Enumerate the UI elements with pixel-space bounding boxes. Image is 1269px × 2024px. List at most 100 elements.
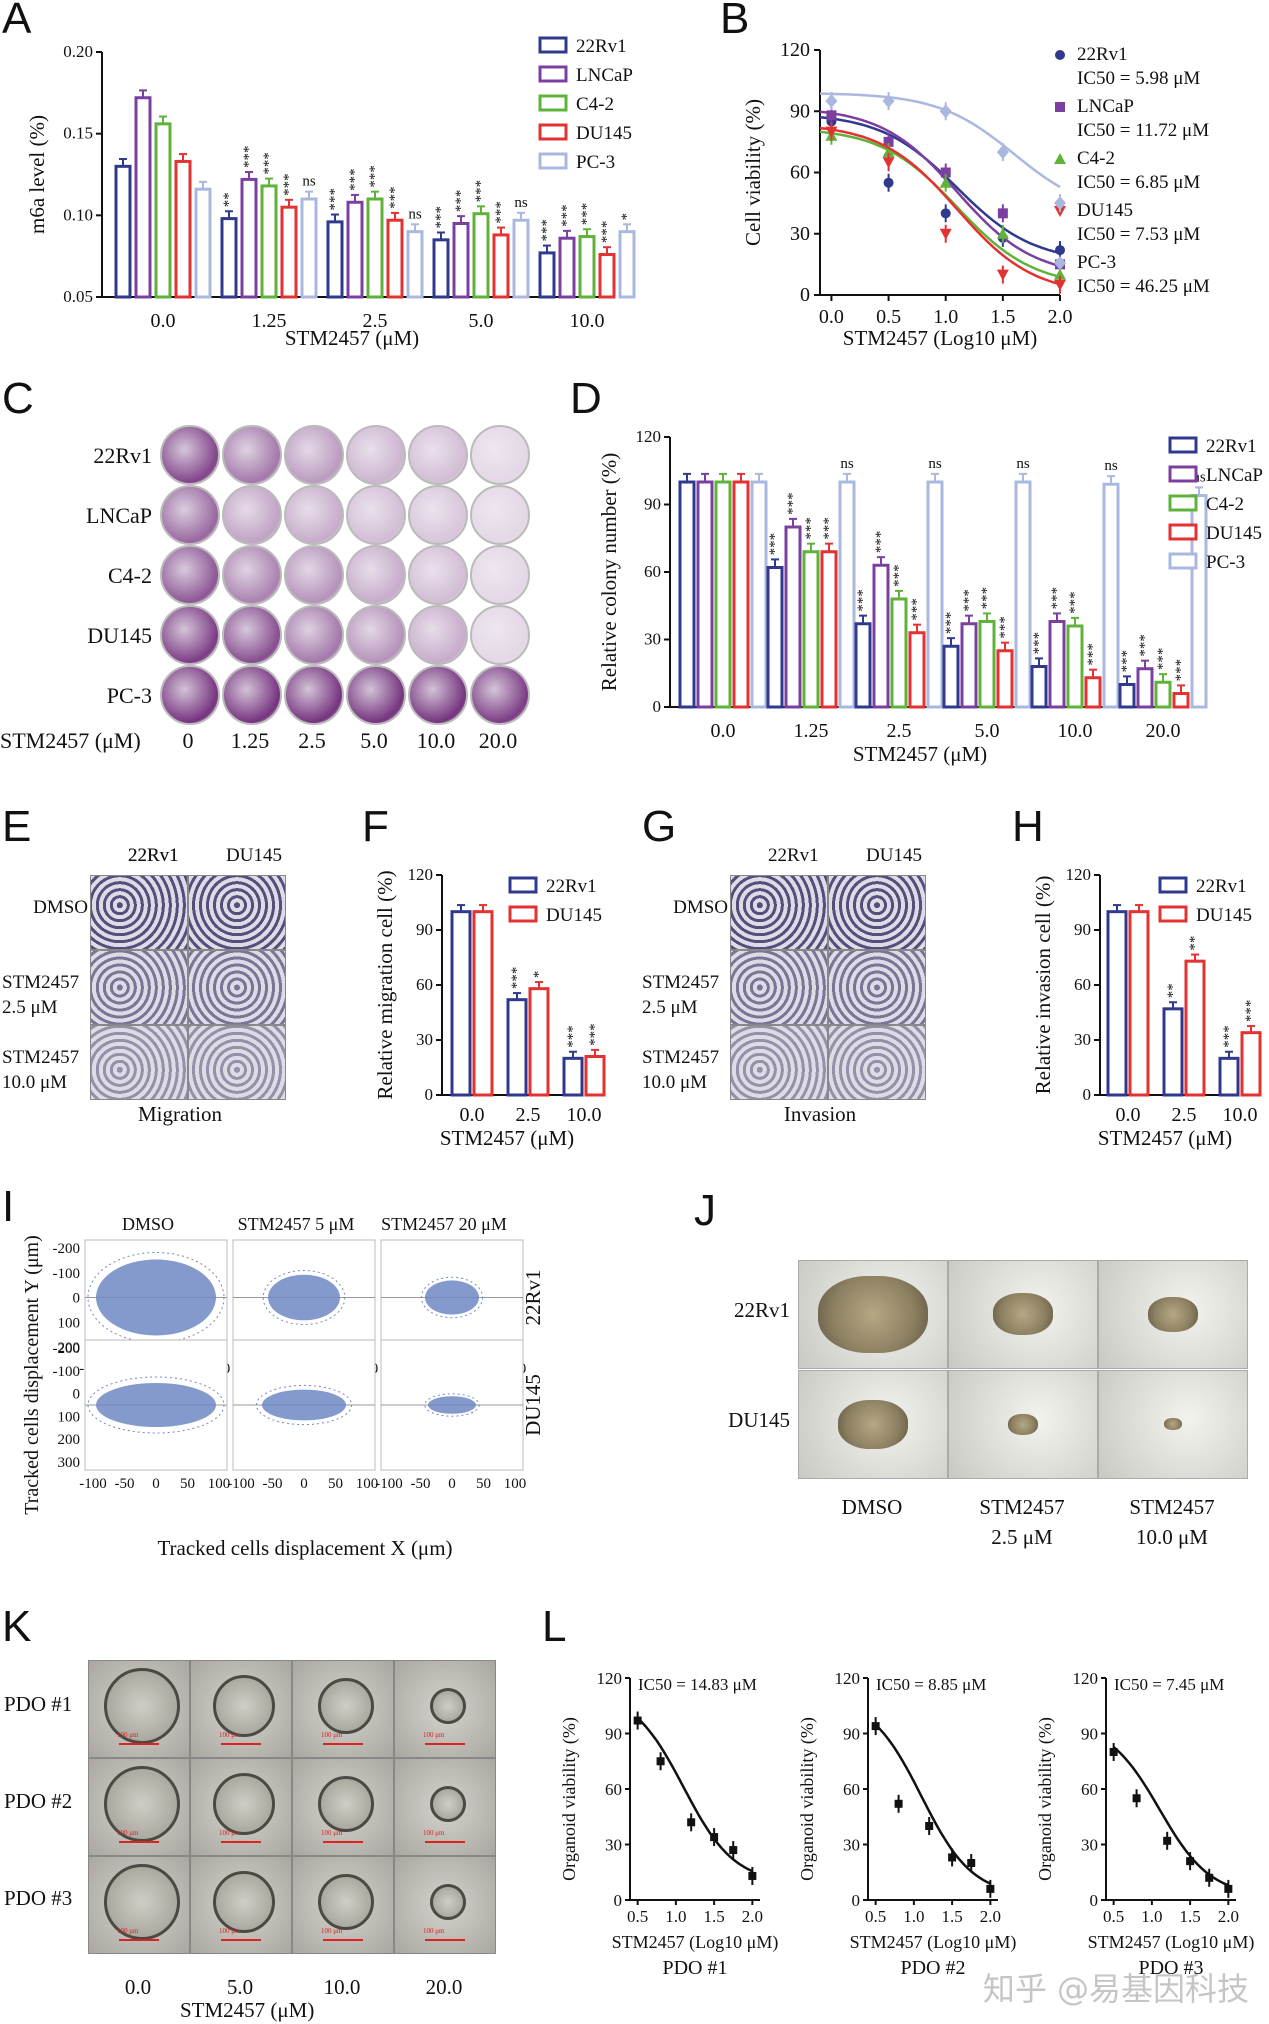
spheroid — [1008, 1413, 1038, 1435]
scale-bar — [323, 1841, 363, 1843]
sig-label: *** — [1221, 1025, 1237, 1048]
scale-text: 100 μm — [117, 1731, 139, 1739]
pdo-row-label: PDO #2 — [4, 1789, 73, 1813]
sig-label: *** — [979, 587, 995, 610]
spheroid-col-label: DMSO — [841, 1495, 903, 1519]
col-label-22Rv1: 22Rv1 — [128, 845, 179, 866]
bar-C4-2 — [978, 620, 996, 709]
pdo-dose-label: 20.0 — [425, 1975, 463, 1999]
pdo-row-label: PDO #1 — [4, 1692, 73, 1716]
y-tick-label: 30 — [416, 1030, 433, 1049]
scale-bar — [119, 1939, 159, 1941]
bar-LNCaP — [784, 525, 802, 709]
bar-LNCaP — [346, 200, 364, 299]
y-tick-label: 60 — [843, 1780, 860, 1799]
scale-text: 100 μm — [423, 1829, 445, 1837]
data-point-C4-2 — [882, 146, 895, 158]
bar-DU145 — [584, 1055, 606, 1097]
y-tick-label: 90 — [843, 1725, 860, 1744]
bar-LNCaP — [240, 177, 258, 299]
colony-plate — [160, 665, 220, 725]
colony-plate — [346, 485, 406, 545]
legend-swatch — [1158, 905, 1188, 923]
y-tick-label: 30 — [843, 1836, 860, 1855]
sig-label: ns — [514, 195, 528, 211]
scale-text: 100 μm — [219, 1829, 241, 1837]
sig-label: ns — [302, 174, 316, 190]
x-tick-label: 1.5 — [1179, 1907, 1200, 1926]
panel-label-k: K — [2, 1602, 32, 1651]
sig-label: *** — [821, 517, 837, 540]
colony-plate — [160, 485, 220, 545]
data-point — [986, 1884, 995, 1893]
legend-label: 22Rv1 — [1077, 44, 1128, 65]
y-tick-label: -100 — [53, 1266, 81, 1282]
sig-label: *** — [1085, 643, 1101, 666]
data-point-DU145 — [939, 228, 952, 240]
scale-bar — [323, 1939, 363, 1941]
organoid — [213, 1773, 275, 1835]
bar-DU145 — [492, 233, 510, 299]
data-point-LNCaP — [883, 136, 894, 147]
sig-label: *** — [767, 533, 783, 556]
sig-label: *** — [327, 188, 343, 211]
bar-LNCaP — [960, 622, 978, 709]
colony-plate — [222, 545, 282, 605]
x-tick-label: 10.0 — [1223, 1104, 1258, 1126]
pdo-image: 100 μm — [292, 1758, 394, 1856]
bar-22Rv1 — [1106, 910, 1128, 1097]
x-tick-label: 1.5 — [990, 306, 1015, 328]
bar-22Rv1 — [220, 217, 238, 299]
y-tick-label: 90 — [1074, 920, 1091, 939]
data-point — [633, 1716, 642, 1725]
legend-label: 22Rv1 — [1206, 436, 1257, 457]
x-tick-label: -50 — [263, 1476, 283, 1492]
data-point-DU145 — [825, 126, 838, 138]
scale-bar — [425, 1939, 465, 1941]
bar-DU145 — [732, 480, 750, 709]
legend-swatch — [538, 94, 568, 112]
data-point-LNCaP — [826, 110, 837, 121]
y-tick-label: 120 — [1066, 865, 1092, 884]
legend-marker — [1054, 256, 1066, 270]
colony-plate — [284, 605, 344, 665]
data-point — [656, 1757, 665, 1766]
chart-a-m6a-level: 0.050.100.150.200.0 1.25***** ****** ns2.5*… — [25, 36, 636, 350]
organoid — [430, 1884, 466, 1920]
cell-track-outline — [420, 1276, 484, 1319]
colony-plate — [284, 665, 344, 725]
sig-label: *** — [261, 152, 277, 175]
data-point-C4-2 — [996, 227, 1009, 239]
row-label: STM2457 10.0 μM — [2, 1047, 80, 1093]
scale-text: 100 μm — [219, 1731, 241, 1739]
bar-LNCaP — [558, 236, 576, 299]
pdo-image: 100 μm — [394, 1758, 496, 1856]
legend-ic50: IC50 = 7.53 μM — [1077, 224, 1200, 245]
y-tick-label: 120 — [1073, 1669, 1099, 1688]
y-tick-label: 60 — [790, 162, 810, 184]
organoid — [213, 1675, 275, 1737]
data-point — [925, 1822, 934, 1830]
scale-bar — [119, 1743, 159, 1745]
sig-label: *** — [281, 173, 297, 196]
y-tick-label: 30 — [790, 223, 810, 245]
y-tick-label: 60 — [644, 562, 661, 581]
legend-swatch — [538, 65, 568, 83]
legend-label: PC-3 — [1206, 552, 1245, 573]
transwell-image — [188, 875, 286, 950]
panel-k: K — [0, 1600, 520, 2024]
invasion-images: 22Rv1 DU145 DMSO STM2457 2.5 μM STM2457 10.0… — [640, 840, 1000, 1140]
panel-label-g: G — [642, 802, 677, 851]
sig-label: *** — [803, 517, 819, 540]
plate-dose-label: 5.0 — [360, 728, 388, 753]
x-tick-label: 50 — [476, 1476, 491, 1492]
bar-DU145 — [598, 253, 616, 299]
y-tick-label: 0 — [1083, 1085, 1092, 1104]
bar-22Rv1 — [854, 622, 872, 709]
x-tick-label: 0.0 — [819, 306, 844, 328]
sig-label: *** — [433, 206, 449, 229]
x-tick-label: 2.5 — [887, 720, 912, 742]
bar-PC-3 — [750, 480, 768, 709]
x-axis-label: STM2457 (Log10 μM) — [1088, 1932, 1255, 1953]
scale-text: 100 μm — [321, 1927, 343, 1935]
